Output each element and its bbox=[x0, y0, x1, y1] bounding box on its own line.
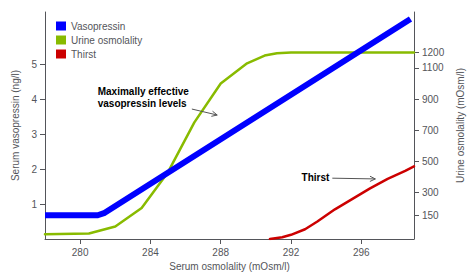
svg-text:2: 2 bbox=[31, 164, 37, 175]
svg-text:292: 292 bbox=[283, 247, 300, 258]
svg-text:900: 900 bbox=[422, 94, 439, 105]
svg-text:1: 1 bbox=[31, 199, 37, 210]
svg-text:Thirst: Thirst bbox=[71, 49, 96, 60]
svg-text:Maximally effective: Maximally effective bbox=[98, 86, 190, 97]
svg-text:284: 284 bbox=[142, 247, 159, 258]
svg-text:300: 300 bbox=[422, 187, 439, 198]
svg-text:3: 3 bbox=[31, 129, 37, 140]
svg-text:Serum vasopressin (ng/l): Serum vasopressin (ng/l) bbox=[10, 70, 21, 181]
svg-text:vasopressin levels: vasopressin levels bbox=[98, 98, 187, 109]
svg-text:1100: 1100 bbox=[422, 62, 444, 73]
svg-text:500: 500 bbox=[422, 156, 439, 167]
svg-text:Thirst: Thirst bbox=[302, 172, 330, 183]
svg-text:Urine osmolality (mOsm/l): Urine osmolality (mOsm/l) bbox=[455, 68, 466, 183]
svg-text:288: 288 bbox=[212, 247, 229, 258]
svg-text:Serum osmolality (mOsm/l): Serum osmolality (mOsm/l) bbox=[169, 261, 290, 272]
svg-text:700: 700 bbox=[422, 125, 439, 136]
svg-text:296: 296 bbox=[353, 247, 370, 258]
svg-text:Vasopressin: Vasopressin bbox=[71, 21, 125, 32]
svg-text:150: 150 bbox=[422, 210, 439, 221]
svg-text:1200: 1200 bbox=[422, 47, 445, 58]
svg-text:280: 280 bbox=[72, 247, 89, 258]
svg-text:5: 5 bbox=[31, 59, 37, 70]
svg-text:4: 4 bbox=[31, 94, 37, 105]
svg-text:Urine osmolality: Urine osmolality bbox=[71, 35, 142, 46]
